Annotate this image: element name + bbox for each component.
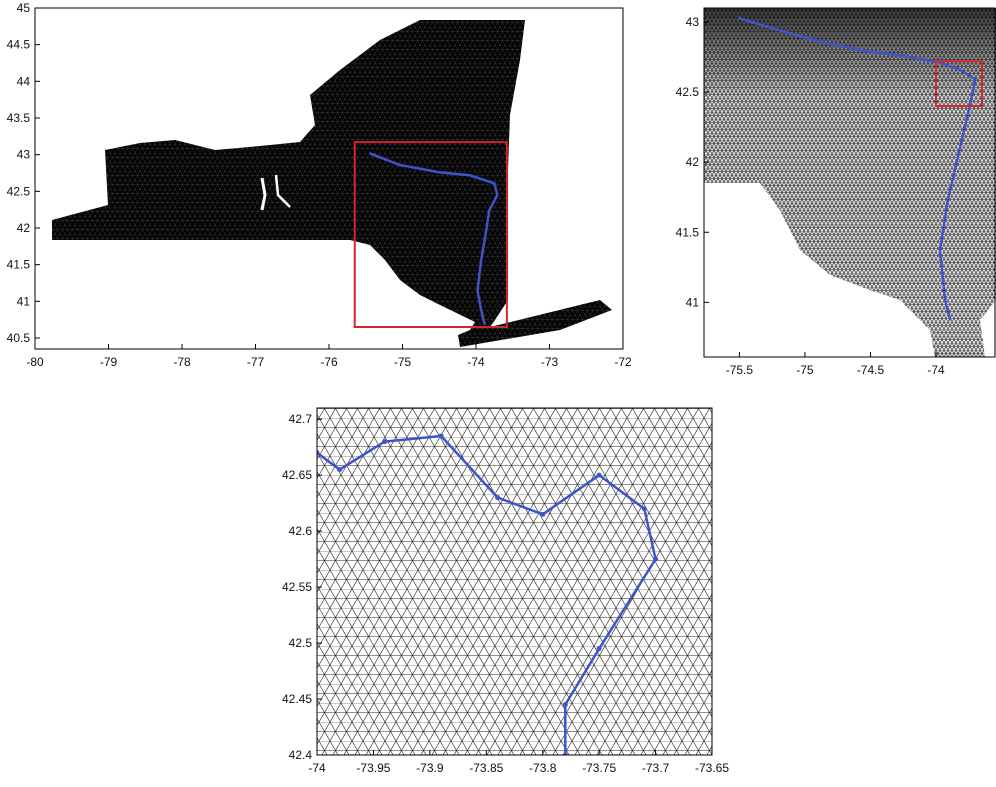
y-tick-label: 43 (17, 148, 31, 162)
plot-area (317, 433, 659, 755)
x-tick-label: -72 (614, 355, 632, 369)
x-tick-label: -73.75 (582, 761, 616, 775)
x-tick-label: -74 (927, 363, 945, 377)
x-tick-label: -73.8 (529, 761, 557, 775)
x-tick-label: -74.5 (857, 363, 885, 377)
x-tick-label: -73.95 (356, 761, 390, 775)
y-tick-label: 42.5 (676, 85, 700, 99)
x-tick-label: -76 (320, 355, 338, 369)
river-line (368, 152, 499, 326)
y-tick-label: 43.5 (7, 111, 31, 125)
y-tick-label: 44.5 (7, 38, 31, 52)
x-tick-label: -73.65 (695, 761, 729, 775)
axes-frame (34, 7, 624, 350)
mesh-region (317, 408, 712, 755)
x-tick-label: -73.9 (416, 761, 444, 775)
zoom-box (353, 141, 508, 328)
y-tick-label: 44 (17, 74, 31, 88)
river-line (737, 16, 977, 321)
x-tick-label: -75 (394, 355, 412, 369)
river-vertex (562, 752, 568, 755)
y-tick-label: 43 (686, 15, 700, 29)
y-tick-label: 42 (686, 155, 700, 169)
x-tick-label: -79 (100, 355, 118, 369)
x-tick-label: -73.85 (469, 761, 503, 775)
y-tick-label: 42.5 (7, 184, 31, 198)
x-tick-label: -80 (26, 355, 44, 369)
x-tick-label: -77 (247, 355, 265, 369)
river-vertex (540, 511, 546, 517)
river-vertex (495, 495, 501, 501)
y-tick-label: 40.5 (7, 331, 31, 345)
x-tick-label: -74 (308, 761, 326, 775)
y-tick-label: 45 (17, 1, 31, 15)
x-tick-label: -75 (796, 363, 814, 377)
river-vertex (562, 702, 568, 708)
river-line (317, 434, 657, 755)
river-vertex (596, 472, 602, 478)
river-vertex (596, 646, 602, 652)
axes-frame (703, 7, 996, 358)
plot-area (737, 16, 983, 321)
plot-area (353, 141, 508, 328)
river-vertex (653, 556, 659, 562)
x-tick-label: -78 (173, 355, 191, 369)
x-tick-label: -73.7 (642, 761, 670, 775)
zoom-box (935, 60, 983, 108)
state-shape (52, 20, 612, 347)
river-vertex (382, 439, 388, 445)
y-tick-label: 42.55 (282, 580, 312, 594)
y-tick-label: 42.65 (282, 468, 312, 482)
y-tick-label: 42.7 (289, 412, 313, 426)
axes-frame (316, 407, 713, 756)
x-tick-label: -74 (467, 355, 485, 369)
y-tick-label: 41.5 (676, 225, 700, 239)
y-tick-label: 42.6 (289, 524, 313, 538)
river-vertex (438, 433, 444, 439)
y-tick-label: 41 (17, 294, 31, 308)
y-tick-label: 42.5 (289, 636, 313, 650)
river-vertex (337, 467, 343, 473)
y-tick-label: 41 (686, 295, 700, 309)
river-vertex (641, 506, 647, 512)
y-tick-label: 42 (17, 221, 31, 235)
river-vertex (317, 450, 320, 456)
x-tick-label: -75.5 (726, 363, 754, 377)
y-tick-label: 42.45 (282, 692, 312, 706)
y-tick-label: 41.5 (7, 258, 31, 272)
x-tick-label: -73 (541, 355, 559, 369)
y-tick-label: 42.4 (289, 748, 313, 762)
